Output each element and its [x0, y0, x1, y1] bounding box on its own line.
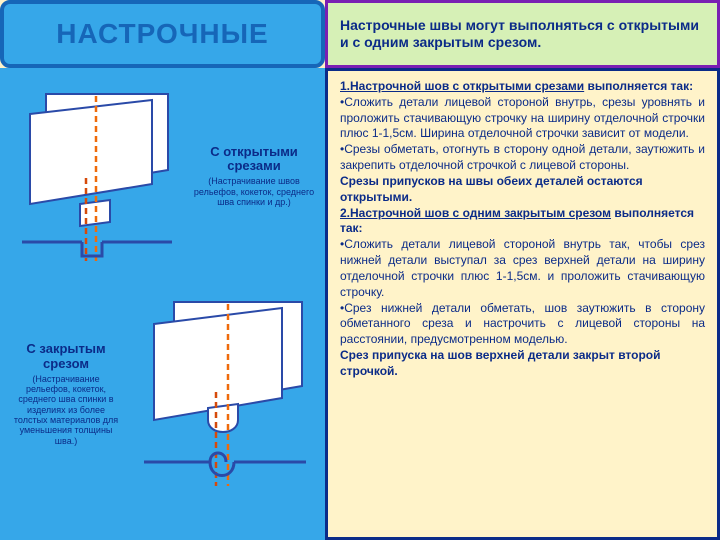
diagram-open-title: С открытыми срезами — [193, 145, 315, 175]
slide: НАСТРОЧНЫЕ Настрочные швы могут выполнят… — [0, 0, 720, 540]
section-1-list: Сложить детали лицевой стороной внутрь, … — [340, 95, 705, 174]
intro-box: Настрочные швы могут выполняться с откры… — [325, 0, 720, 68]
body-row: С открытыми срезами (Настрачивание швов … — [0, 68, 720, 540]
section-2-title: 2.Настрочной шов с одним закрытым срезом — [340, 206, 611, 220]
instructions-panel: 1.Настрочной шов с открытыми срезами вып… — [325, 68, 720, 540]
section-1-item-2: Срезы обметать, отогнуть в сторону одной… — [340, 142, 705, 174]
section-1-heading: 1.Настрочной шов с открытыми срезами вып… — [340, 79, 705, 95]
diagram-open-sub: (Настрачивание швов рельефов, кокеток, с… — [193, 176, 315, 207]
section-1-item-1: Сложить детали лицевой стороной внутрь, … — [340, 95, 705, 142]
diagram-closed: С закрытым срезом (Настрачивание рельефо… — [10, 294, 315, 494]
closed-seam-diagram — [130, 294, 315, 494]
diagram-open-label: С открытыми срезами (Настрачивание швов … — [193, 145, 315, 208]
section-2-note: Срез припуска на шов верхней детали закр… — [340, 348, 705, 380]
section-1-title: 1.Настрочной шов с открытыми срезами — [340, 79, 584, 93]
left-column: С открытыми срезами (Настрачивание швов … — [0, 68, 325, 540]
diagram-closed-sub: (Настрачивание рельефов, кокеток, средне… — [10, 374, 122, 446]
open-seam-diagram — [10, 86, 185, 266]
section-2-heading: 2.Настрочной шов с одним закрытым срезом… — [340, 206, 705, 238]
section-2-item-2: Срез нижней детали обметать, шов заутюжи… — [340, 301, 705, 348]
intro-text: Настрочные швы могут выполняться с откры… — [340, 17, 705, 52]
section-1-tail: выполняется так: — [584, 79, 693, 93]
top-row: НАСТРОЧНЫЕ Настрочные швы могут выполнят… — [0, 0, 720, 68]
section-1-note: Срезы припусков на швы обеих деталей ост… — [340, 174, 705, 206]
page-title: НАСТРОЧНЫЕ — [56, 18, 268, 50]
diagram-open: С открытыми срезами (Настрачивание швов … — [10, 86, 315, 266]
section-2-list: Сложить детали лицевой стороной внутрь т… — [340, 237, 705, 348]
diagram-closed-label: С закрытым срезом (Настрачивание рельефо… — [10, 342, 122, 446]
diagram-closed-title: С закрытым срезом — [10, 342, 122, 372]
section-2-item-1: Сложить детали лицевой стороной внутрь т… — [340, 237, 705, 300]
title-box: НАСТРОЧНЫЕ — [0, 0, 325, 68]
